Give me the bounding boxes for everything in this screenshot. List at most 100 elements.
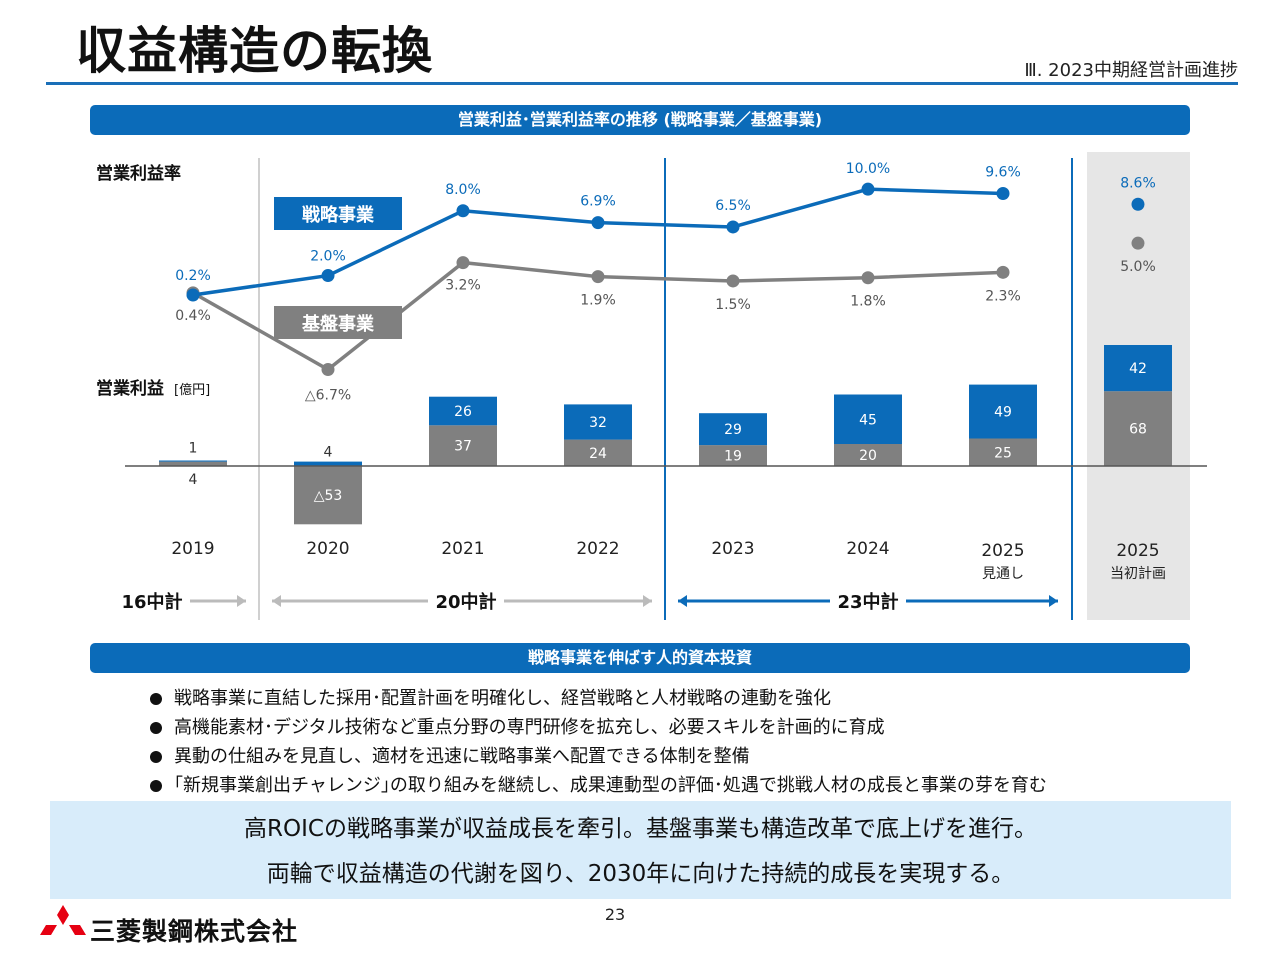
bar-base-business xyxy=(429,425,497,466)
bar-label-strategic: 1 xyxy=(189,441,198,457)
margin-strategic-point xyxy=(591,216,605,230)
margin-base-point xyxy=(1131,236,1145,250)
margin-strategic-value-label: 2.0% xyxy=(310,249,346,265)
period-label-bg xyxy=(115,589,187,613)
bar-base-business xyxy=(834,444,902,466)
logo-diamond-left xyxy=(40,925,57,935)
period-arrow-head xyxy=(643,595,652,607)
summary-line: 両輪で収益構造の代謝を図り、2030年に向けた持続的成長を実現する。 xyxy=(266,861,1015,887)
invest-banner: 戦略事業を伸ばす人的資本投資 xyxy=(90,643,1190,673)
strategic-business-tag xyxy=(274,197,402,230)
summary-box: 高ROICの戦略事業が収益成長を牽引。基盤事業も構造改革で底上げを進行。 両輪で… xyxy=(50,801,1231,899)
bar-strategic-business xyxy=(1104,345,1172,392)
bullet-item: 高機能素材･デジタル技術など重点分野の専門研修を拡充し、必要スキルを計画的に育成 xyxy=(150,713,1047,742)
period-arrow-head xyxy=(678,595,687,607)
margin-strategic-point xyxy=(321,269,335,283)
margin-base-value-label: 5.0% xyxy=(1120,259,1156,275)
bar-base-business xyxy=(294,466,362,525)
bar-label-base: 4 xyxy=(189,472,198,488)
margin-base-value-label: 0.4% xyxy=(175,308,211,324)
bar-label-strategic: 45 xyxy=(859,412,877,428)
x-tick-sublabel: 当初計画 xyxy=(1110,565,1166,582)
period-arrow-head xyxy=(1049,595,1058,607)
strategic-business-tag-label: 戦略事業 xyxy=(302,204,375,226)
summary-line: 高ROICの戦略事業が収益成長を牽引。基盤事業も構造改革で底上げを進行。 xyxy=(244,816,1037,842)
x-tick-label: 2023 xyxy=(711,539,754,559)
title-rule xyxy=(46,82,1238,85)
margin-base-point xyxy=(321,363,335,377)
x-tick-label: 2024 xyxy=(846,539,889,559)
margin-strategic-point xyxy=(996,186,1010,200)
margin-base-point xyxy=(726,274,740,288)
period-arrow-head xyxy=(237,595,246,607)
period-label-bg xyxy=(830,589,906,613)
margin-strategic-value-label: 6.9% xyxy=(580,194,616,210)
bar-label-strategic: 29 xyxy=(724,422,742,438)
bullet-item: 異動の仕組みを見直し、適材を迅速に戦略事業へ配置できる体制を整備 xyxy=(150,742,1047,771)
bullet-item: 戦略事業に直結した採用･配置計画を明確化し、経営戦略と人材戦略の連動を強化 xyxy=(150,684,1047,713)
bar-base-business xyxy=(699,445,767,466)
logo-diamond-top xyxy=(57,905,69,925)
period-arrow-head xyxy=(272,595,281,607)
bar-label-base: 20 xyxy=(859,448,877,464)
margin-strategic-point xyxy=(186,288,200,302)
bullet-text: 戦略事業に直結した採用･配置計画を明確化し、経営戦略と人材戦略の連動を強化 xyxy=(174,688,831,709)
bullet-dot-icon xyxy=(150,693,162,705)
bar-strategic-business xyxy=(159,460,227,462)
x-tick-label: 2025 xyxy=(981,541,1024,561)
margin-strategic-value-label: 8.6% xyxy=(1120,175,1156,191)
margin-strategic-point xyxy=(726,220,740,234)
bullet-dot-icon xyxy=(150,722,162,734)
page-number: 23 xyxy=(604,905,626,924)
bar-base-business xyxy=(159,461,227,466)
margin-base-value-label: △6.7% xyxy=(305,388,351,404)
x-tick-label: 2020 xyxy=(306,539,349,559)
margin-strategic-point xyxy=(1131,197,1145,211)
bar-base-business xyxy=(1104,391,1172,466)
bar-strategic-business xyxy=(834,394,902,444)
profit-unit-label: [億円] xyxy=(174,382,210,398)
margin-strategic-value-label: 6.5% xyxy=(715,198,751,214)
bar-label-strategic: 4 xyxy=(324,445,333,461)
section-label: Ⅲ. 2023中期経営計画進捗 xyxy=(1024,60,1238,81)
bullet-item: ｢新規事業創出チャレンジ｣の取り組みを継続し、成果連動型の評価･処遇で挑戦人材の… xyxy=(150,771,1047,800)
x-tick-label: 2021 xyxy=(441,539,484,559)
bullet-text: 異動の仕組みを見直し、適材を迅速に戦略事業へ配置できる体制を整備 xyxy=(174,746,750,767)
profit-axis-label: 営業利益 xyxy=(96,378,164,399)
bar-label-strategic: 49 xyxy=(994,405,1012,421)
base-business-tag-label: 基盤事業 xyxy=(301,313,375,335)
margin-strategic-point xyxy=(861,182,875,196)
bar-label-base: 68 xyxy=(1129,422,1147,438)
x-tick-label: 2019 xyxy=(171,539,214,559)
logo-diamond-right xyxy=(69,925,86,935)
margin-base-value-label: 1.5% xyxy=(715,297,751,313)
base-business-tag xyxy=(274,306,402,339)
bar-label-strategic: 32 xyxy=(589,415,607,431)
x-tick-label: 2022 xyxy=(576,539,619,559)
company-name: 三菱製鋼株式会社 xyxy=(90,917,299,946)
margin-base-value-label: 1.8% xyxy=(850,294,886,310)
margin-base-value-label: 3.2% xyxy=(445,278,481,294)
margin-base-value-label: 1.9% xyxy=(580,293,616,309)
bar-strategic-business xyxy=(564,404,632,440)
three-diamonds-logo-icon xyxy=(40,905,86,935)
bullet-dot-icon xyxy=(150,751,162,763)
period-label-bg xyxy=(428,589,504,613)
bar-base-business xyxy=(969,438,1037,466)
bar-label-base: 19 xyxy=(724,449,742,465)
bar-label-strategic: 42 xyxy=(1129,361,1147,377)
bar-strategic-business xyxy=(969,384,1037,439)
period-label: 16中計 xyxy=(121,591,182,613)
margin-strategic-value-label: 0.2% xyxy=(175,268,211,284)
margin-base-point xyxy=(456,256,470,270)
bar-label-base: △53 xyxy=(314,488,343,504)
bar-label-strategic: 26 xyxy=(454,404,472,420)
bar-label-base: 24 xyxy=(589,446,607,462)
margin-base-point xyxy=(996,265,1010,279)
bar-base-business xyxy=(564,439,632,466)
x-tick-label: 2025 xyxy=(1116,541,1159,561)
bar-strategic-business xyxy=(429,396,497,426)
invest-bullet-list: 戦略事業に直結した採用･配置計画を明確化し、経営戦略と人材戦略の連動を強化 高機… xyxy=(150,684,1047,800)
margin-strategic-value-label: 9.6% xyxy=(985,164,1021,180)
chart-banner: 営業利益･営業利益率の推移 (戦略事業／基盤事業) xyxy=(90,105,1190,135)
